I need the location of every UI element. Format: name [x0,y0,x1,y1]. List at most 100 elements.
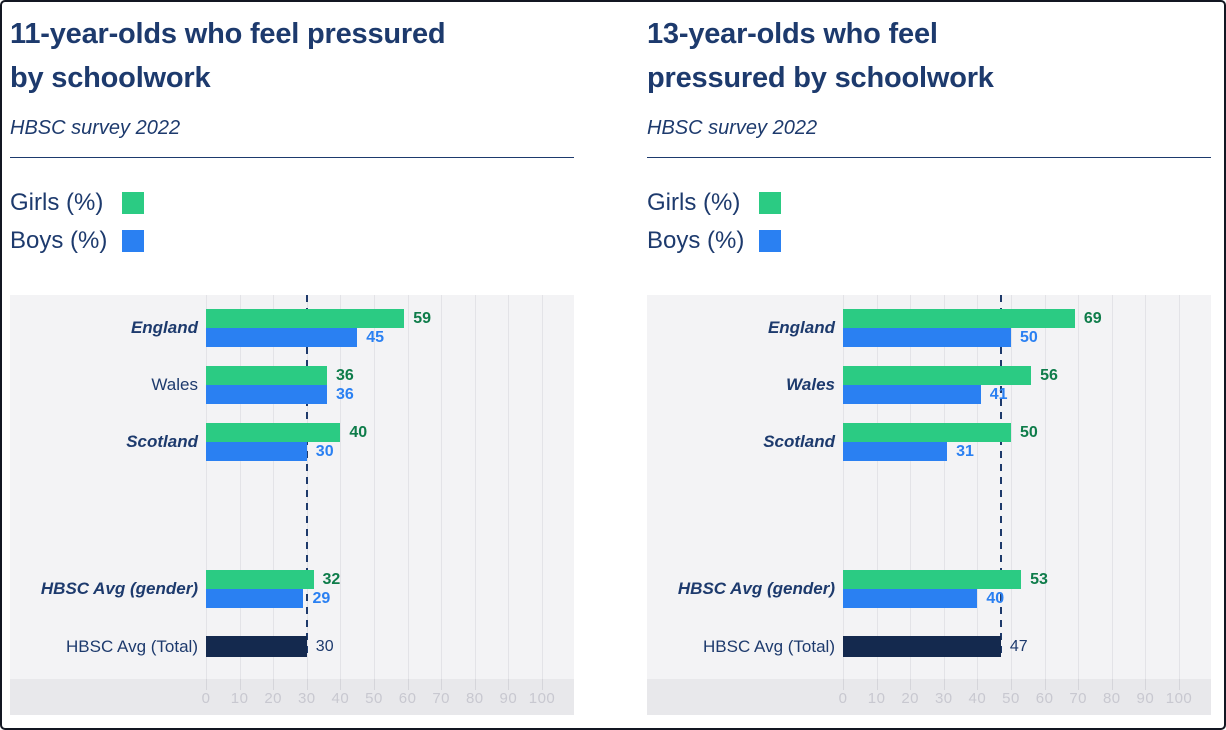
boys-value: 45 [366,329,384,346]
chart-title-line2: pressured by schoolwork [647,62,994,94]
axis-tick [876,679,878,690]
axis-tick-label: 0 [201,690,211,707]
girls-bar [843,366,1032,385]
chart-subtitle: HBSC survey 2022 [647,117,818,139]
boys-bar [843,328,1011,347]
axis-tick [1011,679,1012,690]
girls-value: 50 [1020,424,1038,441]
girls-value: 53 [1030,571,1048,588]
boys-bar [843,589,978,608]
axis-tick [943,679,945,690]
boys-value: 30 [315,443,334,460]
axis-tick-label: 20 [264,690,283,707]
axis-tick-label: 40 [968,690,987,707]
category-label: England [130,318,198,337]
chart-row-hbsc-avg-gender: HBSC Avg (gender) 53 40 [647,570,1211,608]
chart-title-line1: 13-year-olds who feel [647,18,938,50]
girls-value: 69 [1083,310,1102,327]
girls-value: 56 [1040,367,1058,384]
axis-tick [239,679,241,690]
category-label: Scotland [126,432,198,451]
grid-line [273,295,275,679]
boys-swatch [759,230,781,252]
axis-tick-label: 30 [297,690,316,707]
total-value: 47 [1009,638,1028,655]
grid-line [1044,295,1046,679]
girls-bar [843,423,1011,442]
axis-tick [542,679,543,690]
grid-line [441,295,443,679]
grid-line [474,295,476,679]
axis-tick [306,679,308,690]
legend: Girls (%) Boys (%) [10,184,574,260]
chart-row-hbsc-avg-total: HBSC Avg (Total) 47 [647,636,1211,657]
grid-line [1145,295,1147,679]
grid-line [977,295,979,679]
axis-tick [441,679,443,690]
grid-line [843,295,844,679]
axis-tick-label: 60 [1035,690,1054,707]
grid-line [374,295,375,679]
girls-bar [843,570,1022,589]
axis-tick-label: 60 [398,690,417,707]
chart-row-hbsc-avg-gender: HBSC Avg (gender) 32 29 [10,570,574,608]
category-label: Wales [151,375,198,394]
boys-value: 31 [956,443,974,460]
grid-line [1078,295,1080,679]
boys-bar [206,385,327,404]
chart-row-scotland: Scotland 40 30 [10,423,574,461]
total-bar [843,636,1001,657]
x-axis: 0 10 20 30 40 50 60 70 80 90 100 [647,679,1211,715]
girls-bar [206,570,314,589]
plot-area [647,295,1211,679]
axis-tick [1145,679,1147,690]
legend-label-girls: Girls (%) [10,189,104,216]
axis-tick [1044,679,1046,690]
boys-value: 40 [986,590,1005,607]
grid-line [910,295,912,679]
boys-bar [206,589,304,608]
axis-tick [1078,679,1080,690]
axis-tick [407,679,409,690]
axis-tick [508,679,510,690]
legend-item-girls: Girls (%) [647,184,1211,222]
grid-line [943,295,945,679]
axis-tick [1111,679,1113,690]
axis-tick-label: 10 [230,690,249,707]
category-label: HBSC Avg (gender) [677,579,835,598]
chart-row-england: England 59 45 [10,309,574,347]
boys-value: 50 [1020,329,1038,346]
axis-tick-label: 100 [1165,690,1193,707]
divider [647,157,1211,158]
girls-swatch [759,192,781,214]
axis-tick-label: 90 [1136,690,1155,707]
girls-bar [206,423,341,442]
legend-item-girls: Girls (%) [10,184,574,222]
chart-section-11-year-olds: 11-year-olds who feel pressured by school… [10,12,574,715]
chart-row-wales: Wales 36 36 [10,366,574,404]
boys-bar [843,442,948,461]
axis-tick [843,679,844,690]
boys-value: 41 [989,386,1008,403]
chart-section-13-year-olds: 13-year-olds who feel pressured by school… [647,12,1211,715]
girls-value: 32 [322,571,341,588]
axis-tick [977,679,979,690]
axis-tick [374,679,375,690]
axis-tick-label: 80 [1102,690,1121,707]
chart-row-hbsc-avg-total: HBSC Avg (Total) 30 [10,636,574,657]
boys-bar [843,385,981,404]
category-label: HBSC Avg (Total) [66,636,198,656]
axis-tick [1179,679,1180,690]
axis-tick-label: 70 [432,690,451,707]
axis-tick [206,679,207,690]
axis-tick [340,679,342,690]
chart-title: 13-year-olds who feel pressured by school… [647,12,1211,100]
grid-line [206,295,207,679]
axis-tick-label: 40 [331,690,350,707]
legend: Girls (%) Boys (%) [647,184,1211,260]
category-label: England [767,318,835,337]
axis-tick-label: 80 [465,690,484,707]
boys-value: 36 [335,386,354,403]
legend-item-boys: Boys (%) [647,222,1211,260]
